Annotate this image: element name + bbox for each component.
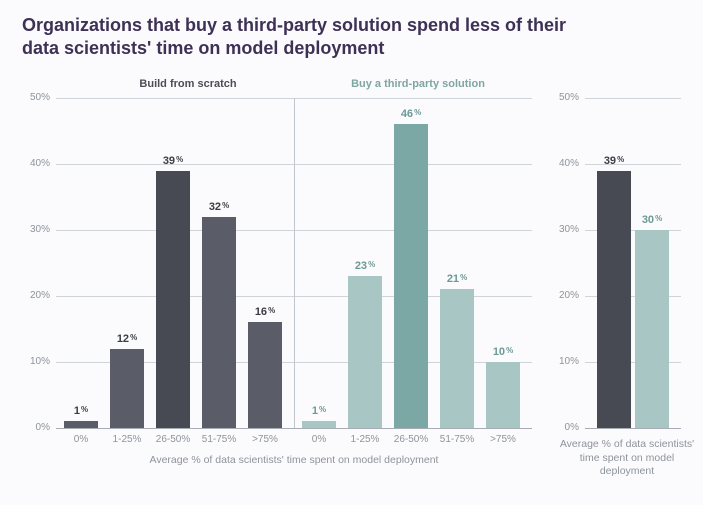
- panel-title-buy: Buy a third-party solution: [338, 78, 498, 90]
- category-label: 1-25%: [104, 434, 150, 445]
- y-tick-label: 20%: [26, 290, 50, 301]
- y-tick-label: 10%: [555, 356, 579, 367]
- y-tick-label: 20%: [555, 290, 579, 301]
- panel-title-build: Build from scratch: [128, 78, 248, 90]
- y-tick-label: 50%: [26, 92, 50, 103]
- bar-value-label: 16%: [248, 307, 282, 318]
- panel-divider: [294, 98, 295, 428]
- bar-value-label: 39%: [156, 156, 190, 167]
- category-label: 0%: [58, 434, 104, 445]
- category-label: 51-75%: [434, 434, 480, 445]
- x-axis-label: Average % of data scientists' time spent…: [559, 438, 695, 479]
- bar-value-label: 1%: [302, 406, 336, 417]
- bar: [202, 217, 236, 428]
- y-tick-label: 0%: [26, 422, 50, 433]
- category-label: 51-75%: [196, 434, 242, 445]
- bar-value-label: 21%: [440, 274, 474, 285]
- y-tick-label: 40%: [26, 158, 50, 169]
- bar: [348, 276, 382, 428]
- y-tick-label: 0%: [555, 422, 579, 433]
- gridline: [56, 428, 532, 429]
- bar: [635, 230, 669, 428]
- gridline: [585, 428, 681, 429]
- main-chart: 0%10%20%30%40%50%1%0%12%1-25%39%26-50%32…: [56, 98, 532, 428]
- summary-chart: 0%10%20%30%40%50%39%30%Average % of data…: [585, 98, 681, 428]
- gridline: [585, 98, 681, 99]
- bar-value-label: 46%: [394, 109, 428, 120]
- bar-value-label: 23%: [348, 261, 382, 272]
- bar: [156, 171, 190, 428]
- bar-value-label: 12%: [110, 334, 144, 345]
- bar: [440, 289, 474, 428]
- category-label: >75%: [242, 434, 288, 445]
- bar-value-label: 39%: [597, 156, 631, 167]
- bar-value-label: 1%: [64, 406, 98, 417]
- chart-title: Organizations that buy a third-party sol…: [22, 14, 582, 60]
- bar: [597, 171, 631, 428]
- category-label: >75%: [480, 434, 526, 445]
- y-tick-label: 30%: [555, 224, 579, 235]
- bar: [64, 421, 98, 428]
- category-label: 26-50%: [388, 434, 434, 445]
- bar: [248, 322, 282, 428]
- category-label: 26-50%: [150, 434, 196, 445]
- bar: [394, 124, 428, 428]
- bar-value-label: 32%: [202, 202, 236, 213]
- y-tick-label: 30%: [26, 224, 50, 235]
- y-tick-label: 50%: [555, 92, 579, 103]
- bar: [486, 362, 520, 428]
- x-axis-label: Average % of data scientists' time spent…: [56, 454, 532, 466]
- bar: [110, 349, 144, 428]
- category-label: 1-25%: [342, 434, 388, 445]
- bar-value-label: 30%: [635, 215, 669, 226]
- bar-value-label: 10%: [486, 347, 520, 358]
- bar: [302, 421, 336, 428]
- y-tick-label: 40%: [555, 158, 579, 169]
- y-tick-label: 10%: [26, 356, 50, 367]
- category-label: 0%: [296, 434, 342, 445]
